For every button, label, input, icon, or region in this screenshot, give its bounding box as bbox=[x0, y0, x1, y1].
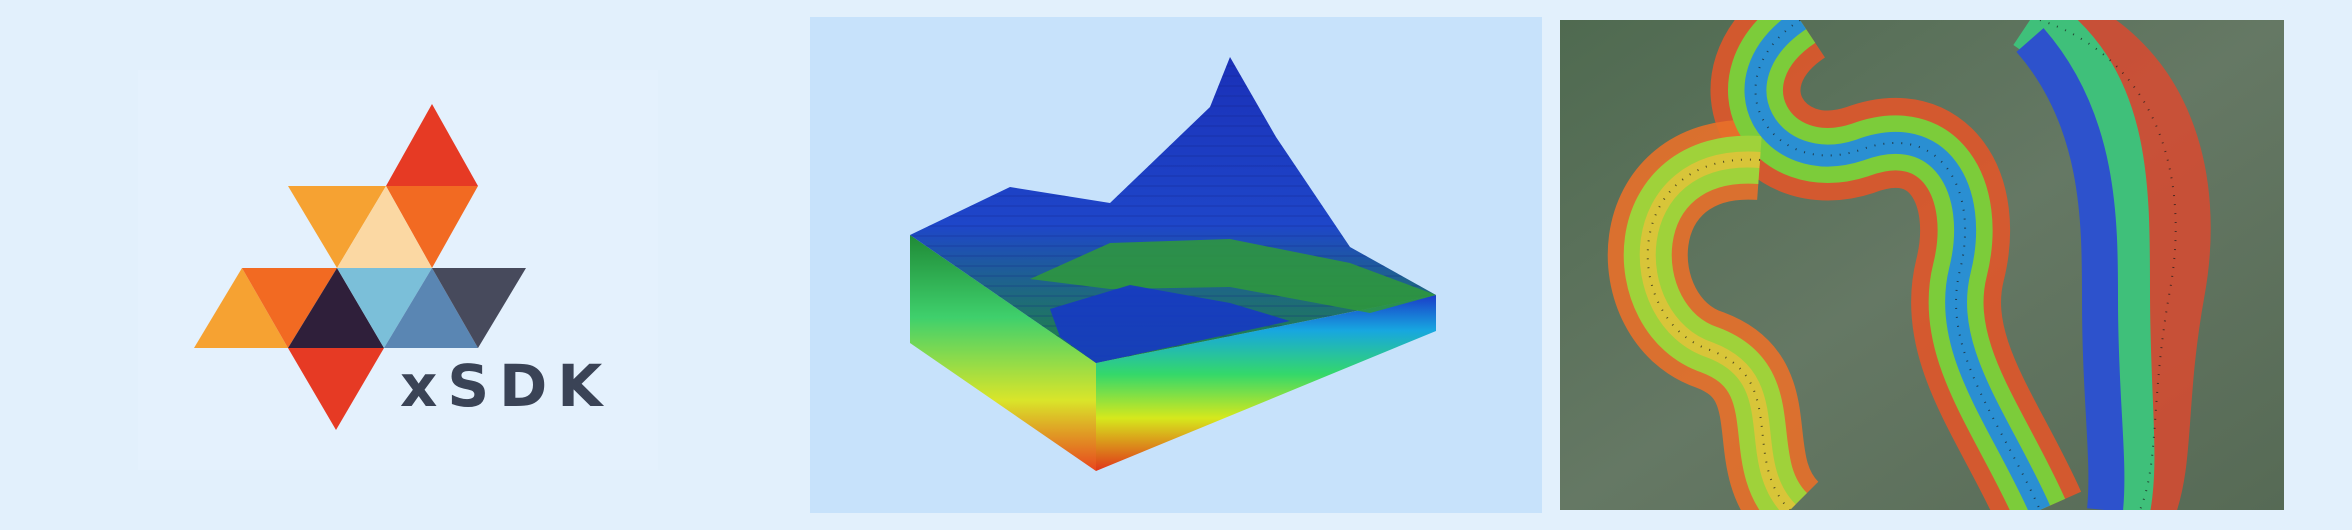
terrain-left-face bbox=[910, 235, 1096, 471]
logo-triangle bbox=[337, 268, 432, 348]
river-map-image bbox=[1560, 20, 2284, 510]
logo-triangle bbox=[194, 268, 288, 348]
logo-triangle bbox=[432, 268, 526, 348]
xsdk-logo: xSDK bbox=[138, 70, 658, 470]
river-flow-graphic bbox=[1560, 20, 2284, 510]
logo-triangle bbox=[288, 348, 384, 430]
logo-triangle bbox=[337, 186, 432, 268]
terrain-front-face bbox=[1096, 295, 1436, 471]
logo-triangle bbox=[242, 268, 337, 348]
logo-triangle bbox=[288, 268, 384, 348]
logo-wordmark: xSDK bbox=[400, 352, 613, 420]
logo-triangle bbox=[386, 104, 478, 186]
logo-triangle bbox=[288, 186, 386, 268]
logo-triangle bbox=[384, 268, 478, 348]
logo-triangle bbox=[386, 186, 478, 268]
xsdk-logo-mark bbox=[194, 104, 526, 430]
terrain-3d-graphic bbox=[910, 57, 1436, 471]
terrain-3d-image bbox=[810, 17, 1542, 513]
